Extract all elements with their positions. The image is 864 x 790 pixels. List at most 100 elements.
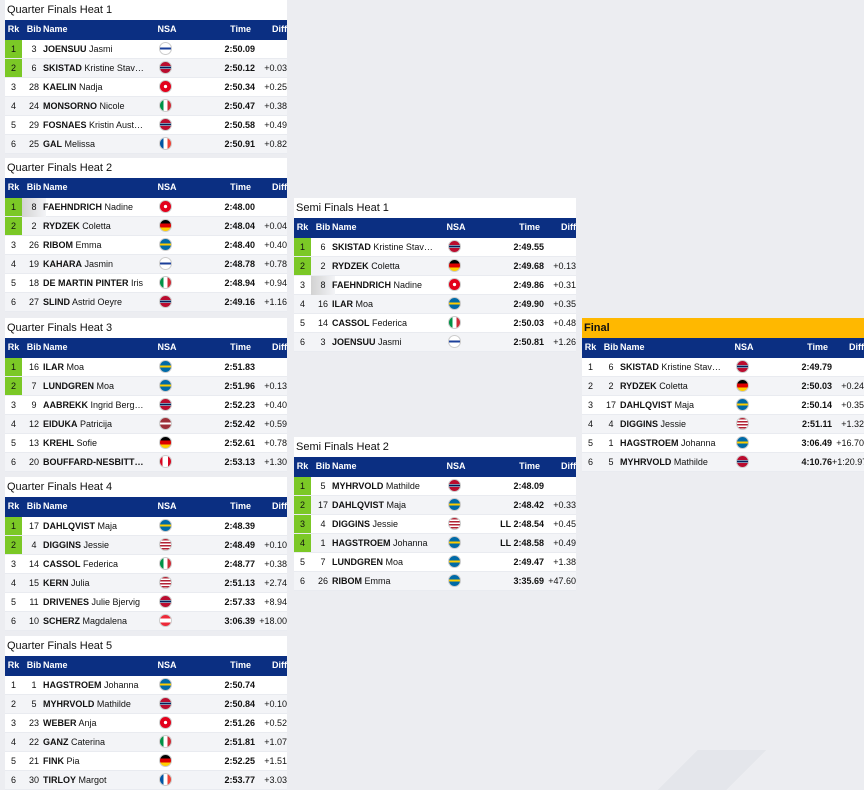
table-row[interactable]: 4 15 KERN Julia 2:51.13 +2.74	[5, 574, 287, 593]
table-row[interactable]: 6 20 BOUFFARD-NESBITT… 2:53.13 +1.30	[5, 453, 287, 472]
athlete-name[interactable]: SLIND Astrid Oeyre	[43, 293, 153, 312]
athlete-name[interactable]: JOENSUU Jasmi	[332, 333, 442, 352]
athlete-name[interactable]: FAEHNDRICH Nadine	[332, 276, 442, 295]
athlete-name[interactable]: DAHLQVIST Maja	[332, 496, 442, 515]
table-row[interactable]: 1 1 HAGSTROEM Johanna 2:50.74	[5, 676, 287, 695]
athlete-name[interactable]: MYHRVOLD Mathilde	[332, 477, 442, 496]
table-row[interactable]: 3 28 KAELIN Nadja 2:50.34 +0.25	[5, 78, 287, 97]
table-row[interactable]: 5 7 LUNDGREN Moa 2:49.47 +1.38	[294, 553, 576, 572]
col-bib-header[interactable]: Bib	[315, 461, 331, 471]
col-name-header[interactable]: Name	[43, 501, 68, 511]
table-row[interactable]: 1 17 DAHLQVIST Maja 2:48.39	[5, 517, 287, 536]
table-row[interactable]: 2 2 RYDZEK Coletta 2:49.68 +0.13	[294, 257, 576, 276]
table-row[interactable]: 1 3 JOENSUU Jasmi 2:50.09	[5, 40, 287, 59]
col-diff-header[interactable]: Diff	[561, 461, 576, 471]
table-row[interactable]: 1 16 ILAR Moa 2:51.83	[5, 358, 287, 377]
col-nsa-header[interactable]: NSA	[446, 461, 466, 471]
athlete-name[interactable]: FINK Pia	[43, 752, 153, 771]
col-name-header[interactable]: Name	[43, 342, 68, 352]
col-bib-header[interactable]: Bib	[315, 222, 331, 232]
col-rank-header[interactable]: Rk	[7, 660, 20, 670]
col-bib-header[interactable]: Bib	[26, 24, 42, 34]
table-row[interactable]: 2 6 SKISTAD Kristine Stav… 2:50.12 +0.03	[5, 59, 287, 78]
col-time-header[interactable]: Time	[230, 501, 251, 511]
table-row[interactable]: 5 13 KREHL Sofie 2:52.61 +0.78	[5, 434, 287, 453]
col-name-header[interactable]: Name	[43, 660, 68, 670]
col-diff-header[interactable]: Diff	[272, 660, 287, 670]
col-time-header[interactable]: Time	[519, 222, 540, 232]
table-row[interactable]: 4 4 DIGGINS Jessie 2:51.11 +1.32	[582, 415, 864, 434]
table-row[interactable]: 4 22 GANZ Caterina 2:51.81 +1.07	[5, 733, 287, 752]
athlete-name[interactable]: MYHRVOLD Mathilde	[620, 453, 730, 472]
table-row[interactable]: 5 21 FINK Pia 2:52.25 +1.51	[5, 752, 287, 771]
col-time-header[interactable]: Time	[230, 182, 251, 192]
athlete-name[interactable]: TIRLOY Margot	[43, 771, 153, 790]
table-row[interactable]: 2 5 MYHRVOLD Mathilde 2:50.84 +0.10	[5, 695, 287, 714]
table-row[interactable]: 5 1 HAGSTROEM Johanna 3:06.49 +16.70	[582, 434, 864, 453]
table-row[interactable]: 5 14 CASSOL Federica 2:50.03 +0.48	[294, 314, 576, 333]
athlete-name[interactable]: RIBOM Emma	[43, 236, 153, 255]
athlete-name[interactable]: LUNDGREN Moa	[332, 553, 442, 572]
table-row[interactable]: 6 27 SLIND Astrid Oeyre 2:49.16 +1.16	[5, 293, 287, 312]
col-diff-header[interactable]: Diff	[561, 222, 576, 232]
table-row[interactable]: 6 25 GAL Melissa 2:50.91 +0.82	[5, 135, 287, 154]
col-nsa-header[interactable]: NSA	[157, 501, 177, 511]
table-row[interactable]: 2 4 DIGGINS Jessie 2:48.49 +0.10	[5, 536, 287, 555]
athlete-name[interactable]: RYDZEK Coletta	[620, 377, 730, 396]
athlete-name[interactable]: RIBOM Emma	[332, 572, 442, 591]
table-row[interactable]: 6 5 MYHRVOLD Mathilde 4:10.76 +1:20.97	[582, 453, 864, 472]
col-bib-header[interactable]: Bib	[26, 501, 42, 511]
col-rank-header[interactable]: Rk	[7, 501, 20, 511]
athlete-name[interactable]: JOENSUU Jasmi	[43, 40, 153, 59]
table-row[interactable]: 3 26 RIBOM Emma 2:48.40 +0.40	[5, 236, 287, 255]
col-time-header[interactable]: Time	[807, 342, 828, 352]
athlete-name[interactable]: DIGGINS Jessie	[620, 415, 730, 434]
table-row[interactable]: 6 26 RIBOM Emma 3:35.69 +47.60	[294, 572, 576, 591]
table-row[interactable]: 4 1 HAGSTROEM Johanna LL 2:48.58 +0.49	[294, 534, 576, 553]
athlete-name[interactable]: CASSOL Federica	[332, 314, 442, 333]
table-row[interactable]: 2 7 LUNDGREN Moa 2:51.96 +0.13	[5, 377, 287, 396]
col-nsa-header[interactable]: NSA	[157, 660, 177, 670]
col-diff-header[interactable]: Diff	[272, 182, 287, 192]
athlete-name[interactable]: DIGGINS Jessie	[43, 536, 153, 555]
table-row[interactable]: 4 19 KAHARA Jasmin 2:48.78 +0.78	[5, 255, 287, 274]
table-row[interactable]: 2 2 RYDZEK Coletta 2:50.03 +0.24	[582, 377, 864, 396]
table-row[interactable]: 1 5 MYHRVOLD Mathilde 2:48.09	[294, 477, 576, 496]
athlete-name[interactable]: AABREKK Ingrid Berg…	[43, 396, 153, 415]
table-row[interactable]: 4 24 MONSORNO Nicole 2:50.47 +0.38	[5, 97, 287, 116]
athlete-name[interactable]: SKISTAD Kristine Stav…	[43, 59, 153, 78]
athlete-name[interactable]: HAGSTROEM Johanna	[43, 676, 153, 695]
table-row[interactable]: 1 6 SKISTAD Kristine Stav… 2:49.55	[294, 238, 576, 257]
table-row[interactable]: 2 2 RYDZEK Coletta 2:48.04 +0.04	[5, 217, 287, 236]
athlete-name[interactable]: HAGSTROEM Johanna	[620, 434, 730, 453]
col-time-header[interactable]: Time	[230, 660, 251, 670]
col-rank-header[interactable]: Rk	[296, 461, 309, 471]
athlete-name[interactable]: DE MARTIN PINTER Iris	[43, 274, 153, 293]
col-diff-header[interactable]: Diff	[272, 342, 287, 352]
col-bib-header[interactable]: Bib	[26, 660, 42, 670]
athlete-name[interactable]: MYHRVOLD Mathilde	[43, 695, 153, 714]
athlete-name[interactable]: BOUFFARD-NESBITT…	[43, 453, 153, 472]
col-diff-header[interactable]: Diff	[272, 501, 287, 511]
table-row[interactable]: 6 3 JOENSUU Jasmi 2:50.81 +1.26	[294, 333, 576, 352]
athlete-name[interactable]: KERN Julia	[43, 574, 153, 593]
col-nsa-header[interactable]: NSA	[157, 342, 177, 352]
col-name-header[interactable]: Name	[332, 461, 357, 471]
athlete-name[interactable]: DAHLQVIST Maja	[43, 517, 153, 536]
table-row[interactable]: 3 8 FAEHNDRICH Nadine 2:49.86 +0.31	[294, 276, 576, 295]
athlete-name[interactable]: FAEHNDRICH Nadine	[43, 198, 153, 217]
col-bib-header[interactable]: Bib	[26, 342, 42, 352]
table-row[interactable]: 3 4 DIGGINS Jessie LL 2:48.54 +0.45	[294, 515, 576, 534]
col-time-header[interactable]: Time	[230, 24, 251, 34]
athlete-name[interactable]: GAL Melissa	[43, 135, 153, 154]
table-row[interactable]: 1 6 SKISTAD Kristine Stav… 2:49.79	[582, 358, 864, 377]
col-rank-header[interactable]: Rk	[296, 222, 309, 232]
col-name-header[interactable]: Name	[620, 342, 645, 352]
col-nsa-header[interactable]: NSA	[157, 182, 177, 192]
athlete-name[interactable]: KAHARA Jasmin	[43, 255, 153, 274]
table-row[interactable]: 4 12 EIDUKA Patricija 2:52.42 +0.59	[5, 415, 287, 434]
col-nsa-header[interactable]: NSA	[157, 24, 177, 34]
table-row[interactable]: 3 23 WEBER Anja 2:51.26 +0.52	[5, 714, 287, 733]
athlete-name[interactable]: GANZ Caterina	[43, 733, 153, 752]
table-row[interactable]: 3 14 CASSOL Federica 2:48.77 +0.38	[5, 555, 287, 574]
